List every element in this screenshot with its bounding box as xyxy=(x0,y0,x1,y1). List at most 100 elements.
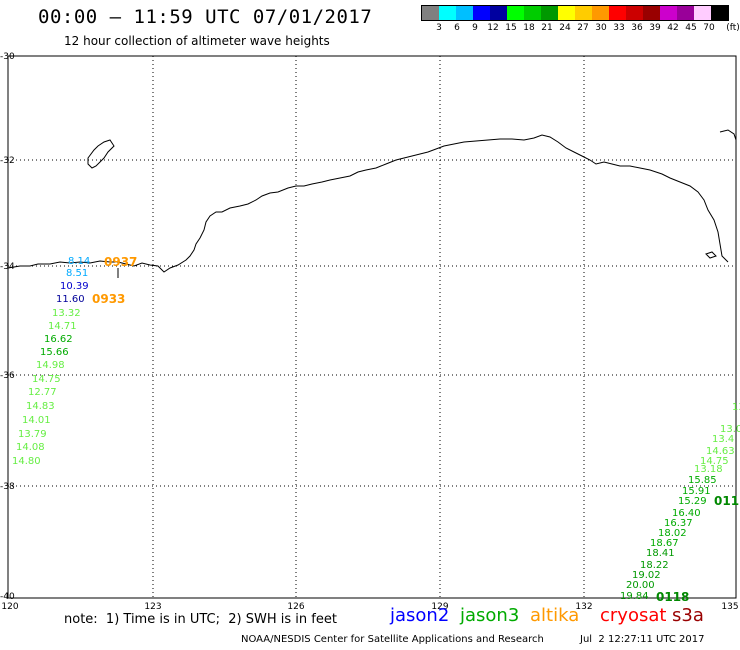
color-swatch xyxy=(456,6,473,20)
lon-label-120: 120 xyxy=(1,602,19,612)
color-scale-tick: 24 xyxy=(559,23,571,33)
color-scale-tick: 42 xyxy=(667,23,679,33)
color-swatch xyxy=(541,6,558,20)
lat-label-32: -32 xyxy=(0,156,15,166)
color-swatch xyxy=(507,6,524,20)
wave-height-label: 14.08 xyxy=(16,442,45,453)
wave-height-label: 14.75 xyxy=(32,374,61,385)
color-swatch xyxy=(660,6,677,20)
legend-altika: altika xyxy=(530,605,580,626)
legend-jason3: jason3 xyxy=(460,605,520,626)
graticule xyxy=(8,56,736,598)
generation-timestamp: Jul 2 12:27:11 UTC 2017 xyxy=(580,634,705,645)
footer-note: note: 1) Time is in UTC; 2) SWH is in fe… xyxy=(64,612,337,627)
color-swatch xyxy=(473,6,490,20)
color-swatch xyxy=(490,6,507,20)
wave-height-label: 15.91 xyxy=(682,486,711,497)
lon-label-132: 132 xyxy=(575,602,593,612)
color-scale-bar: 3 6 9 12 15 18 21 24 27 30 33 36 39 42 45 70 (ft) xyxy=(421,5,740,35)
color-swatch xyxy=(558,6,575,20)
color-scale-tick: 39 xyxy=(649,23,661,33)
wave-height-label: 16.40 xyxy=(672,508,701,519)
wave-height-label: 13.79 xyxy=(18,429,47,440)
wave-height-label: 20.00 xyxy=(626,580,655,591)
wave-height-label: 10.39 xyxy=(60,281,89,292)
pass-time-label: 0118 xyxy=(656,590,690,604)
wave-height-label: 15.29 xyxy=(678,496,707,507)
color-scale-tick: 6 xyxy=(454,23,460,33)
pass-time-label: 0937 xyxy=(104,255,138,269)
wave-height-label: 14.01 xyxy=(22,415,51,426)
legend-jason2: jason2 xyxy=(390,605,450,626)
wave-height-label: 13 xyxy=(732,402,740,413)
color-swatch xyxy=(711,6,728,20)
map-subtitle: 12 hour collection of altimeter wave hei… xyxy=(64,34,330,48)
color-scale-tick: 33 xyxy=(613,23,625,33)
lon-label-123: 123 xyxy=(144,602,162,612)
lat-label-40: -40 xyxy=(0,592,15,602)
color-scale-unit: (ft) xyxy=(726,23,740,33)
color-scale-tick: 18 xyxy=(523,23,535,33)
lon-label-126: 126 xyxy=(287,602,305,612)
map-title: 00:00 – 11:59 UTC 07/01/2017 xyxy=(38,6,373,28)
wave-height-label: 14.83 xyxy=(26,401,55,412)
color-scale-tick: 45 xyxy=(685,23,697,33)
island-kangaroo xyxy=(705,251,717,259)
coastline-australia xyxy=(7,134,729,273)
wave-height-label: 19.02 xyxy=(632,570,661,581)
lat-label-36: -36 xyxy=(0,371,15,381)
lat-label-34: -34 xyxy=(0,262,15,272)
color-scale-tick: 30 xyxy=(595,23,607,33)
pass-time-label: 011 xyxy=(714,494,740,508)
lon-label-135: 135 xyxy=(721,602,739,612)
wave-height-label: 14.71 xyxy=(48,321,77,332)
lon-label-129: 129 xyxy=(431,602,449,612)
color-scale-tick: 9 xyxy=(472,23,478,33)
wave-height-label: 18.41 xyxy=(646,548,675,559)
lat-label-30: -30 xyxy=(0,52,15,62)
lat-label-38: -38 xyxy=(0,482,15,492)
wave-height-label: 19.84 xyxy=(620,591,649,602)
wave-height-label: 13.32 xyxy=(52,308,81,319)
wave-height-label: 16.37 xyxy=(664,518,693,529)
wave-height-label: 11.60 xyxy=(56,294,85,305)
color-scale-tick: 15 xyxy=(505,23,517,33)
color-swatch xyxy=(575,6,592,20)
legend-cryosat: cryosat xyxy=(600,605,667,626)
color-scale-swatches xyxy=(421,5,729,21)
color-scale-ticks: 3 6 9 12 15 18 21 24 27 30 33 36 39 42 45 70 (ft) xyxy=(421,21,740,35)
wave-height-label: 18.22 xyxy=(640,560,669,571)
wave-height-label: 8.51 xyxy=(66,268,89,279)
wave-height-label: 14.80 xyxy=(12,456,41,467)
color-scale-tick: 3 xyxy=(436,23,442,33)
color-swatch xyxy=(694,6,711,20)
wave-height-label: 18.02 xyxy=(658,528,687,539)
credit-line: NOAA/NESDIS Center for Satellite Applica… xyxy=(241,634,544,645)
wave-height-label: 13.18 xyxy=(694,464,723,475)
color-swatch xyxy=(422,6,439,20)
color-swatch xyxy=(626,6,643,20)
plot-frame xyxy=(7,55,737,599)
wave-height-label: 14.98 xyxy=(36,360,65,371)
wave-height-label: 13.0 xyxy=(720,424,740,435)
color-swatch xyxy=(592,6,609,20)
color-swatch xyxy=(677,6,694,20)
color-swatch xyxy=(609,6,626,20)
coastline-gulf xyxy=(719,129,737,141)
color-swatch xyxy=(439,6,456,20)
wave-height-label: 15.85 xyxy=(688,475,717,486)
wave-height-label: 14.75 xyxy=(700,456,729,467)
wave-height-label: 14.63 xyxy=(706,446,735,457)
color-scale-tick: 12 xyxy=(487,23,499,33)
color-swatch xyxy=(524,6,541,20)
wave-height-label: 15.66 xyxy=(40,347,69,358)
wave-height-label: 18.67 xyxy=(650,538,679,549)
color-scale-tick: 36 xyxy=(631,23,643,33)
legend-s3a: s3a xyxy=(672,605,704,626)
wave-height-label: 12.77 xyxy=(28,387,57,398)
wave-height-label: 8.14 xyxy=(68,256,91,267)
wave-height-label: 13.4 xyxy=(712,434,735,445)
color-scale-tick: 27 xyxy=(577,23,589,33)
pass-time-label: 0933 xyxy=(92,292,126,306)
